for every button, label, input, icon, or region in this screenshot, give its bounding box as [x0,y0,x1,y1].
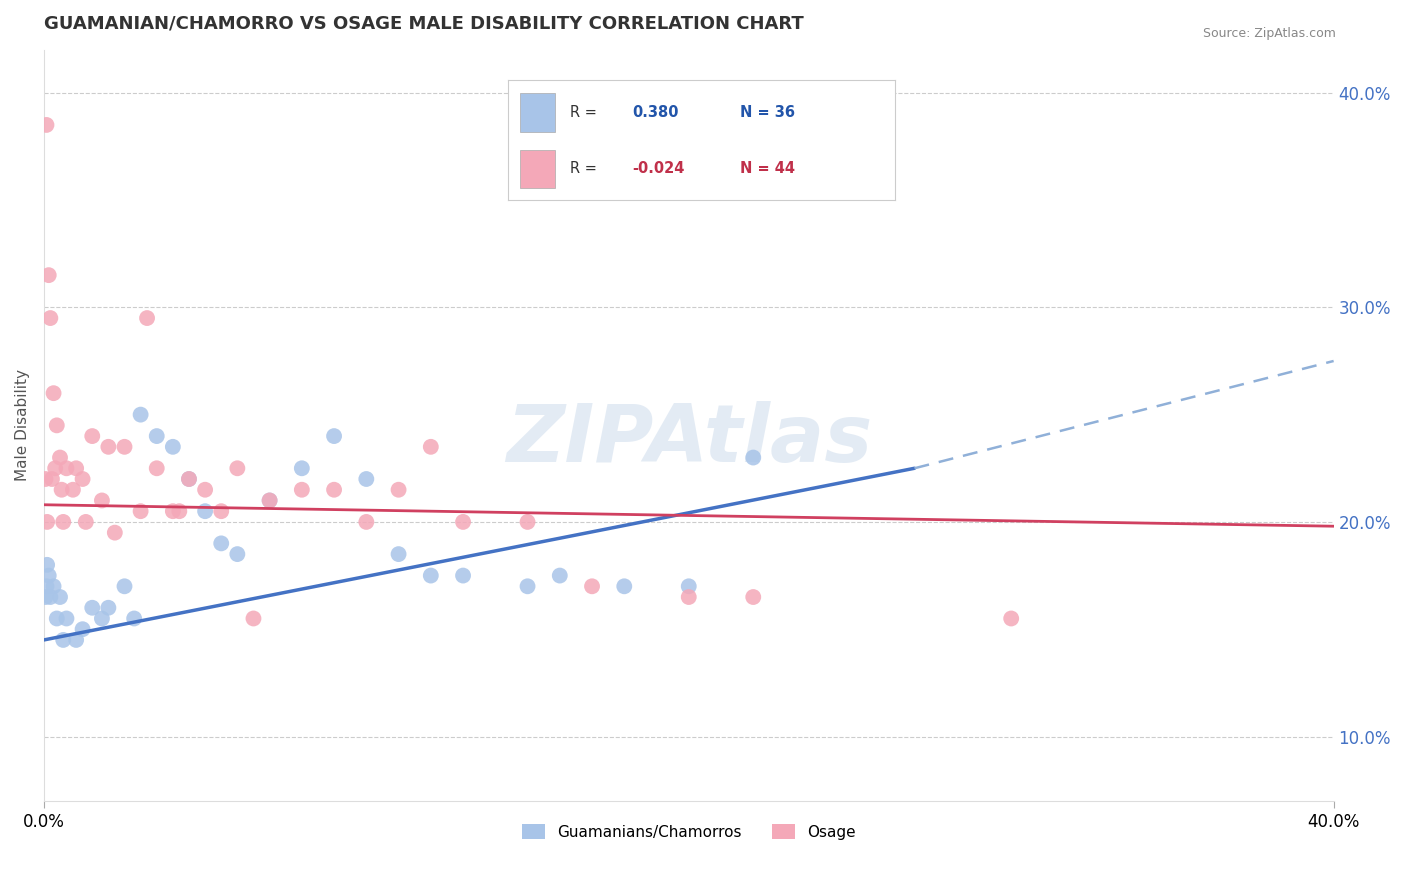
Point [387,483,409,497]
Point [42,386,65,401]
Point [323,429,346,443]
Point [72,622,94,636]
Point [49,450,72,465]
Point [90,611,112,625]
Point [65,461,87,475]
Point [35,579,58,593]
Point [451,568,474,582]
Point [177,472,200,486]
Point [82,600,104,615]
Point [242,611,264,625]
Point [34,472,56,486]
Point [42,579,65,593]
Point [136,311,159,326]
Point [387,547,409,561]
Point [75,515,97,529]
Point [209,504,232,518]
Point [72,472,94,486]
Point [356,515,378,529]
Point [419,440,441,454]
Point [356,472,378,486]
Point [678,590,700,604]
Point [194,483,217,497]
Point [419,568,441,582]
Legend: Guamanians/Chamorros, Osage: Guamanians/Chamorros, Osage [516,818,862,846]
Y-axis label: Male Disability: Male Disability [15,369,30,482]
Point [41,472,63,486]
Point [122,611,145,625]
Point [259,493,281,508]
Point [323,483,346,497]
Point [129,408,152,422]
Point [114,579,136,593]
Point [55,461,77,475]
Point [548,568,571,582]
Point [145,429,167,443]
Point [39,590,62,604]
Point [90,493,112,508]
Point [209,536,232,550]
Point [742,590,765,604]
Point [291,483,314,497]
Point [52,515,75,529]
Point [162,440,184,454]
Point [38,268,60,282]
Point [678,579,700,593]
Point [97,600,120,615]
Point [52,632,75,647]
Point [65,632,87,647]
Point [581,579,603,593]
Point [37,515,59,529]
Point [37,558,59,572]
Point [44,461,66,475]
Point [259,493,281,508]
Point [45,611,67,625]
Point [62,483,84,497]
Point [145,461,167,475]
Point [451,515,474,529]
Point [82,429,104,443]
Point [38,568,60,582]
Point [104,525,127,540]
Point [194,504,217,518]
Point [162,504,184,518]
Point [516,515,538,529]
Point [129,504,152,518]
Point [226,461,249,475]
Point [49,590,72,604]
Point [177,472,200,486]
Text: GUAMANIAN/CHAMORRO VS OSAGE MALE DISABILITY CORRELATION CHART: GUAMANIAN/CHAMORRO VS OSAGE MALE DISABIL… [44,15,804,33]
Point [291,461,314,475]
Text: Source: ZipAtlas.com: Source: ZipAtlas.com [1202,27,1336,40]
Point [114,440,136,454]
Point [45,418,67,433]
Text: ZIPAtlas: ZIPAtlas [506,401,872,479]
Point [55,611,77,625]
Point [226,547,249,561]
Point [169,504,191,518]
Point [34,590,56,604]
Point [35,118,58,132]
Point [1000,611,1022,625]
Point [613,579,636,593]
Point [742,450,765,465]
Point [39,311,62,326]
Point [516,579,538,593]
Point [51,483,73,497]
Point [97,440,120,454]
